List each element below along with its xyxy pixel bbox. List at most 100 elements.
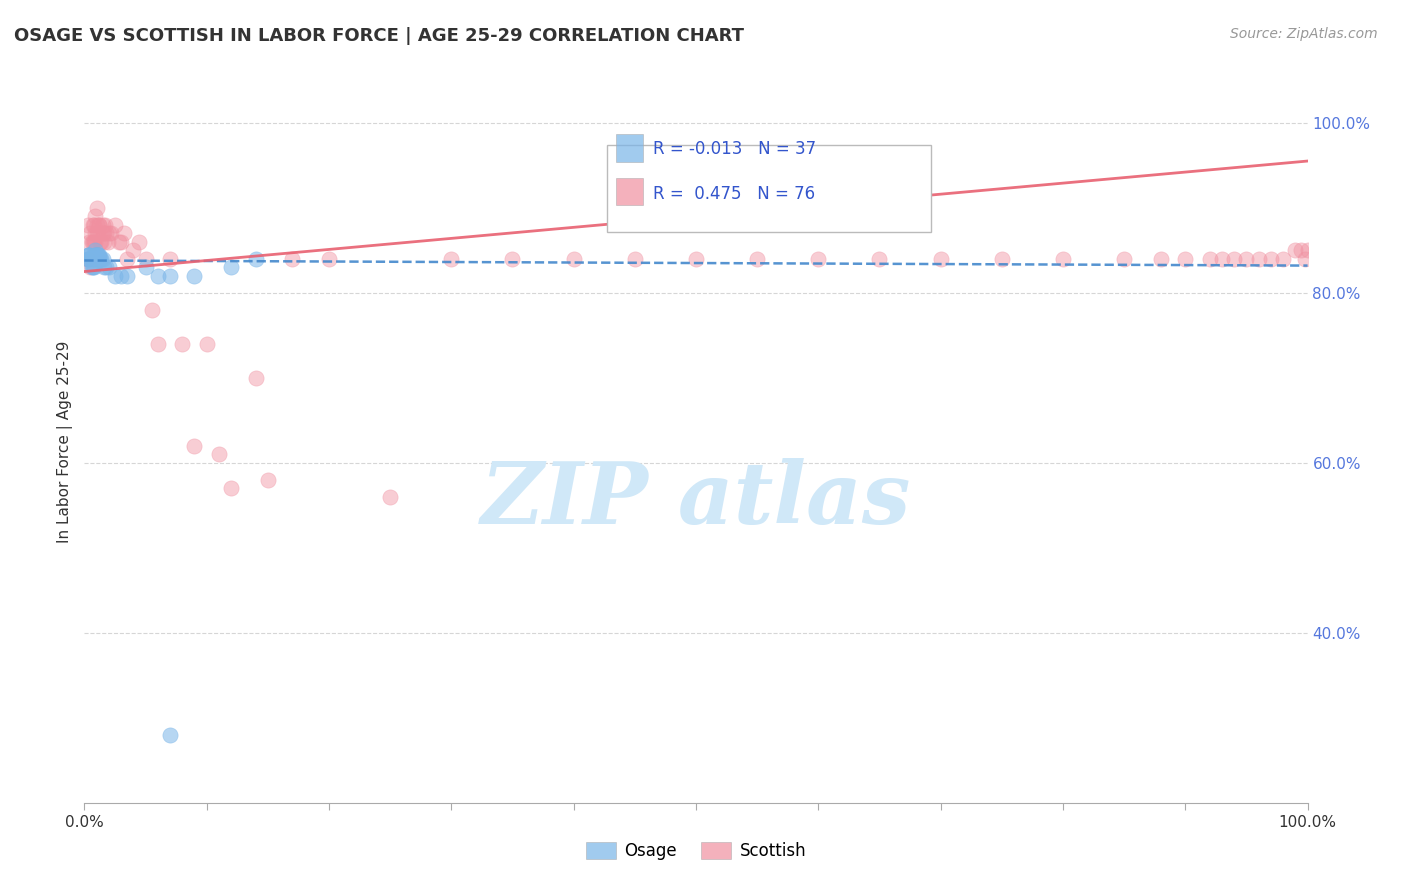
Point <box>87 252 110 266</box>
FancyBboxPatch shape <box>616 178 644 205</box>
Point <box>83 260 105 275</box>
Point <box>91 252 114 266</box>
Point <box>82 260 104 275</box>
Point <box>84 247 107 261</box>
Point <box>747 252 769 266</box>
Point <box>89 252 111 266</box>
Point <box>77 247 100 261</box>
Point <box>502 252 524 266</box>
Point <box>93 227 115 241</box>
Point <box>219 481 242 495</box>
Point <box>624 252 647 266</box>
Point <box>112 227 135 241</box>
Point <box>1272 252 1295 266</box>
Point <box>245 252 267 266</box>
Point <box>172 336 194 351</box>
Point <box>929 252 952 266</box>
Point <box>97 235 120 249</box>
Point <box>128 235 150 249</box>
Point <box>86 247 108 261</box>
Point <box>86 227 108 241</box>
Point <box>86 247 108 261</box>
Point <box>1150 252 1173 266</box>
FancyBboxPatch shape <box>606 145 931 232</box>
Point <box>1247 252 1270 266</box>
Point <box>146 336 169 351</box>
Point <box>80 260 103 275</box>
Point <box>97 260 120 275</box>
Point <box>84 227 107 241</box>
Point <box>84 247 107 261</box>
Point <box>94 218 117 232</box>
Point <box>77 235 100 249</box>
Point <box>77 252 100 266</box>
Point <box>84 247 107 261</box>
Point <box>281 252 304 266</box>
Point <box>1236 252 1258 266</box>
Point <box>685 252 707 266</box>
Point <box>1294 252 1316 266</box>
Point <box>83 235 105 249</box>
Point <box>80 235 103 249</box>
Point <box>159 252 181 266</box>
Point <box>100 227 122 241</box>
Point <box>87 247 110 261</box>
Point <box>82 218 104 232</box>
Point <box>318 252 340 266</box>
Point <box>219 260 242 275</box>
Point <box>1114 252 1136 266</box>
Point <box>122 244 145 258</box>
Point <box>77 252 100 266</box>
Point <box>110 235 132 249</box>
Point <box>183 439 205 453</box>
Point <box>77 218 100 232</box>
Point <box>159 728 181 742</box>
Point <box>97 227 120 241</box>
Point <box>257 473 280 487</box>
Point <box>86 201 108 215</box>
Point <box>115 252 138 266</box>
Point <box>159 268 181 283</box>
Point <box>83 218 105 232</box>
Point <box>1198 252 1220 266</box>
Point <box>91 218 114 232</box>
Point <box>84 209 107 223</box>
Point <box>1211 252 1233 266</box>
Point <box>82 252 104 266</box>
Point <box>96 260 118 275</box>
Point <box>93 260 115 275</box>
Point <box>87 247 110 261</box>
Point <box>991 252 1014 266</box>
Text: ZIP atlas: ZIP atlas <box>481 458 911 541</box>
Point <box>104 218 127 232</box>
Point <box>91 227 114 241</box>
Y-axis label: In Labor Force | Age 25-29: In Labor Force | Age 25-29 <box>58 341 73 542</box>
Point <box>90 252 112 266</box>
Point <box>135 260 157 275</box>
Point <box>83 252 105 266</box>
Point <box>110 268 132 283</box>
Point <box>77 247 100 261</box>
Point <box>82 235 104 249</box>
Text: OSAGE VS SCOTTISH IN LABOR FORCE | AGE 25-29 CORRELATION CHART: OSAGE VS SCOTTISH IN LABOR FORCE | AGE 2… <box>14 27 744 45</box>
Point <box>135 252 157 266</box>
Point <box>86 218 108 232</box>
Text: R =  0.475   N = 76: R = 0.475 N = 76 <box>654 185 815 202</box>
Point <box>183 268 205 283</box>
Point <box>1174 252 1197 266</box>
Point <box>869 252 891 266</box>
Text: Source: ZipAtlas.com: Source: ZipAtlas.com <box>1230 27 1378 41</box>
Point <box>87 247 110 261</box>
Point <box>1223 252 1246 266</box>
Point <box>115 268 138 283</box>
Point <box>208 447 231 461</box>
Point <box>245 371 267 385</box>
Legend: Osage, Scottish: Osage, Scottish <box>579 835 813 867</box>
Point <box>84 235 107 249</box>
Point <box>195 336 218 351</box>
Point <box>440 252 463 266</box>
Point <box>93 235 115 249</box>
Point <box>89 235 111 249</box>
Text: R = -0.013   N = 37: R = -0.013 N = 37 <box>654 140 817 158</box>
Point <box>96 227 118 241</box>
